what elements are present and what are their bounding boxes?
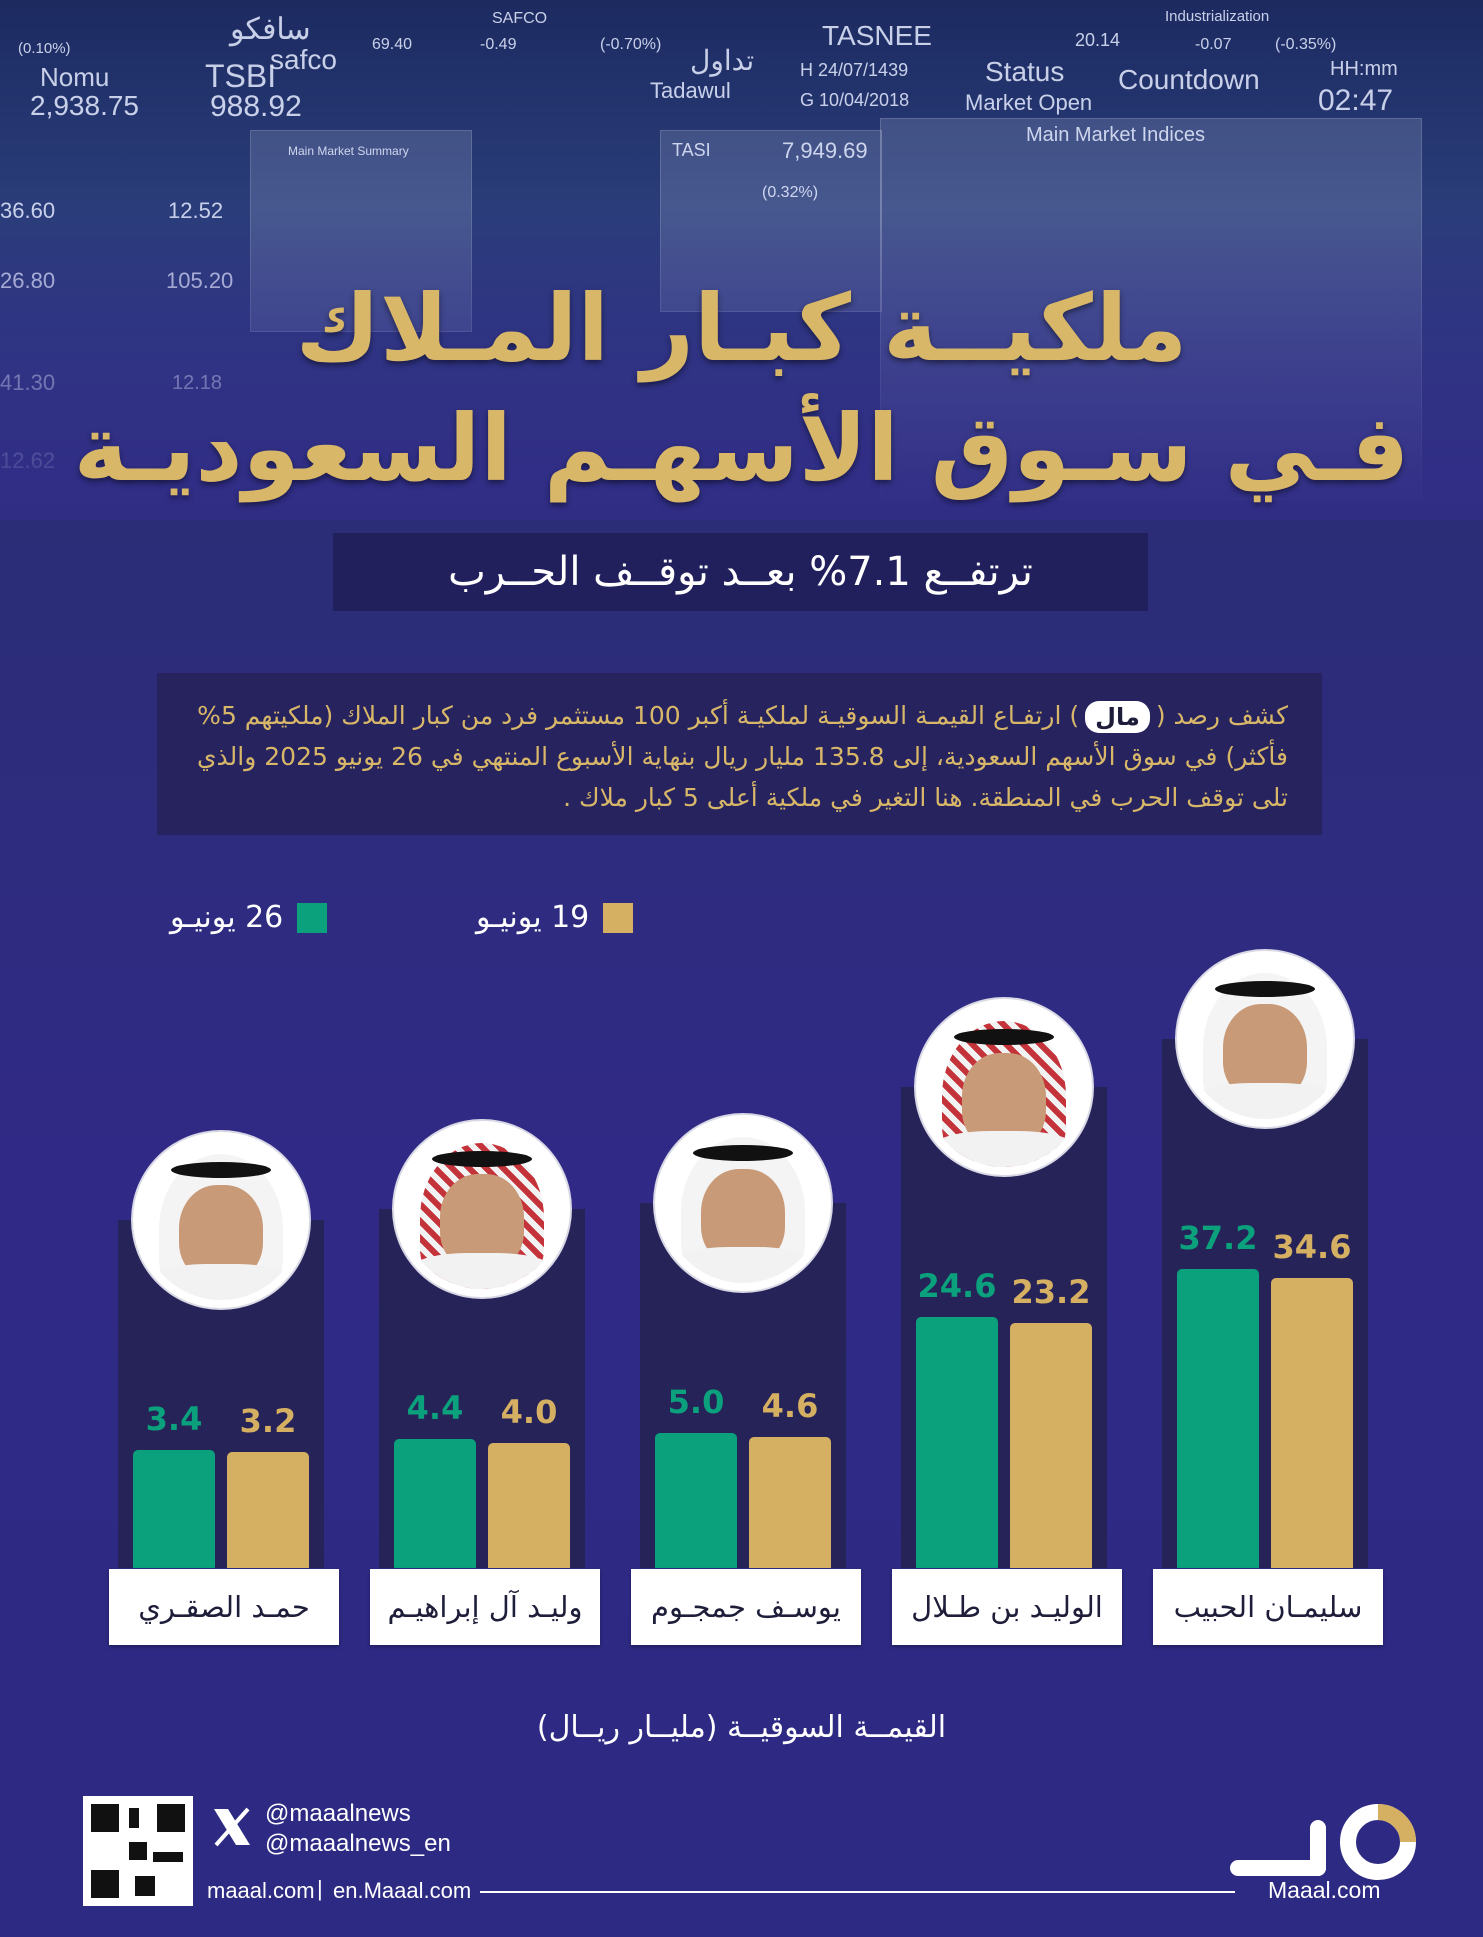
background-fade <box>0 0 1483 520</box>
value-label-26-june: 3.4 <box>145 1399 203 1438</box>
bar-19-june <box>227 1451 309 1568</box>
bar-26-june <box>133 1449 215 1568</box>
bar-19-june <box>1010 1323 1092 1568</box>
value-label-26-june: 37.2 <box>1178 1218 1258 1257</box>
description-part-2: ) ارتفـاع القيمـة السوقيـة لملكيـة أكبر … <box>196 701 1288 812</box>
legend-item-19-june: 19 يونيـو <box>476 900 634 935</box>
footer-divider <box>480 1891 1235 1893</box>
bar-26-june <box>1177 1268 1259 1568</box>
person-photo <box>655 1114 831 1291</box>
value-label-19-june: 4.6 <box>761 1386 819 1425</box>
x-logo-icon[interactable] <box>210 1805 254 1849</box>
qr-code-icon[interactable] <box>83 1796 193 1906</box>
category-label: حمـد الصقـري <box>109 1569 339 1645</box>
legend-swatch-green <box>297 902 328 933</box>
category-label: يوسـف جمجـوم <box>631 1569 861 1645</box>
legend-swatch-gold <box>603 902 634 933</box>
maaal-logo-icon <box>1230 1804 1416 1880</box>
bar-26-june <box>394 1438 476 1568</box>
value-label-19-june: 34.6 <box>1272 1228 1352 1266</box>
category-label: وليـد آل إبراهيـم <box>370 1569 600 1645</box>
person-photo <box>133 1131 309 1308</box>
bar-26-june <box>916 1317 998 1568</box>
person-photo <box>1177 950 1353 1127</box>
bar-19-june <box>1271 1278 1353 1568</box>
x-handle-2[interactable]: @maaalnews_en <box>265 1830 451 1857</box>
main-title-line-1: ملكيــة كبـار المـلاك <box>295 275 1188 382</box>
value-label-26-june: 4.4 <box>406 1388 464 1427</box>
bar-19-june <box>749 1436 831 1568</box>
subtitle-text: ترتفــع 7.1% بعــد توقــف الحــرب <box>448 549 1033 595</box>
logo-caption: Maaal.com <box>1268 1877 1381 1903</box>
background-stock-screen: (0.10%)Nomu2,938.75TSBI988.92سافكوsafcoS… <box>0 0 1483 520</box>
website-link-2[interactable]: en.Maaal.com <box>333 1878 472 1903</box>
description-part-1: كشف رصد ( <box>1155 701 1288 730</box>
website-link-1[interactable]: maaal.com <box>207 1878 315 1903</box>
value-label-19-june: 3.2 <box>239 1401 297 1440</box>
main-title-line-2: فـي سـوق الأسهـم السعوديـة <box>73 395 1410 502</box>
person-photo <box>394 1120 570 1297</box>
description-box: كشف رصد (مال) ارتفـاع القيمـة السوقيـة ل… <box>157 673 1322 835</box>
legend-item-26-june: 26 يونيـو <box>170 900 328 935</box>
value-label-19-june: 4.0 <box>500 1393 558 1431</box>
value-label-26-june: 24.6 <box>917 1267 997 1306</box>
category-label: سليمـان الحبيب <box>1153 1569 1383 1645</box>
x-handle-1[interactable]: @maaalnews <box>265 1800 411 1827</box>
value-label-19-june: 23.2 <box>1011 1273 1091 1312</box>
maaal-inline-logo: مال <box>1085 701 1150 733</box>
value-label-26-june: 5.0 <box>667 1382 725 1421</box>
y-axis-label: القيمــة السوقيــة (مليــار ريــال) <box>536 1710 947 1745</box>
legend-label-26-june: 26 يونيـو <box>170 900 284 935</box>
person-photo <box>916 999 1092 1176</box>
subtitle-box: ترتفــع 7.1% بعــد توقــف الحــرب <box>333 533 1148 611</box>
website-separator: | <box>317 1876 323 1901</box>
bar-19-june <box>488 1443 570 1568</box>
bar-26-june <box>655 1432 737 1568</box>
category-label: الوليـد بن طـلال <box>892 1569 1122 1645</box>
legend-label-19-june: 19 يونيـو <box>476 900 590 935</box>
